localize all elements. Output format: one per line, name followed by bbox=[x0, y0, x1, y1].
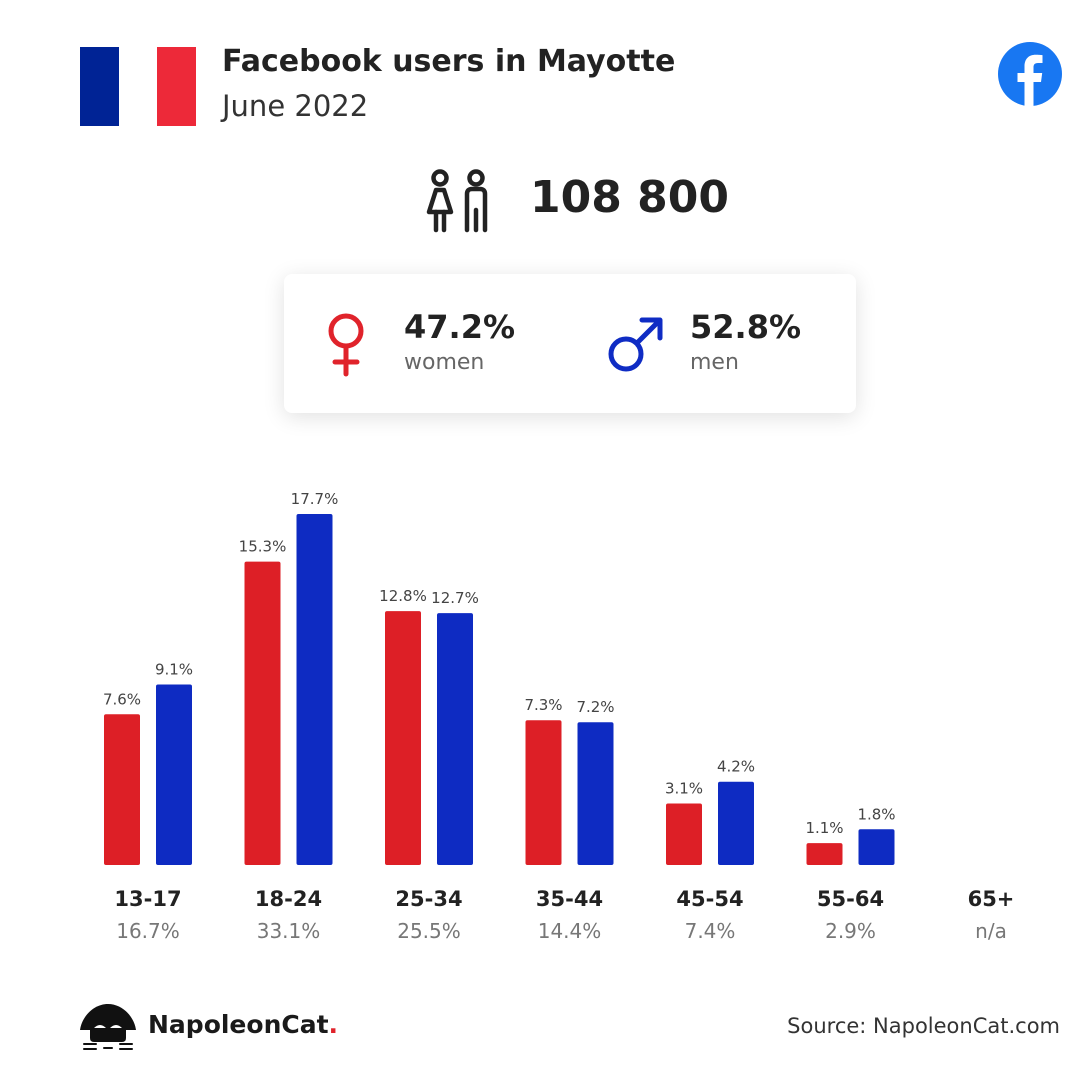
age-group-label-45-54: 45-54 bbox=[676, 887, 743, 911]
value-label-women-18-24: 15.3% bbox=[239, 538, 287, 556]
men-label: men bbox=[690, 350, 739, 375]
flag-stripe-red bbox=[157, 47, 197, 126]
age-group-label-65+: 65+ bbox=[968, 887, 1015, 911]
bar-women-25-34 bbox=[385, 611, 421, 865]
age-group-label-55-64: 55-64 bbox=[817, 887, 884, 911]
age-group-total-18-24: 33.1% bbox=[257, 919, 321, 943]
age-group-total-25-34: 25.5% bbox=[397, 919, 461, 943]
age-group-total-35-44: 14.4% bbox=[538, 919, 602, 943]
women-label: women bbox=[404, 350, 485, 375]
men-percentage: 52.8% bbox=[690, 308, 802, 346]
age-group-label-35-44: 35-44 bbox=[536, 887, 603, 911]
value-label-men-25-34: 12.7% bbox=[431, 589, 479, 607]
bar-women-13-17 bbox=[104, 714, 140, 865]
age-group-total-13-17: 16.7% bbox=[116, 919, 180, 943]
bar-men-45-54 bbox=[718, 781, 754, 865]
women-percentage: 47.2% bbox=[404, 308, 516, 346]
bar-men-13-17 bbox=[156, 684, 192, 865]
value-label-men-35-44: 7.2% bbox=[576, 698, 614, 716]
age-group-label-25-34: 25-34 bbox=[395, 887, 462, 911]
bar-women-45-54 bbox=[666, 803, 702, 865]
value-label-women-35-44: 7.3% bbox=[524, 696, 562, 714]
age-group-label-18-24: 18-24 bbox=[255, 887, 322, 911]
male-icon bbox=[608, 317, 663, 372]
page-subtitle: June 2022 bbox=[222, 89, 369, 123]
age-group-total-55-64: 2.9% bbox=[825, 919, 876, 943]
female-icon bbox=[328, 313, 364, 377]
bar-men-25-34 bbox=[437, 613, 473, 865]
france-flag bbox=[80, 47, 197, 126]
flag-stripe-blue bbox=[80, 47, 119, 126]
facebook-icon bbox=[998, 42, 1062, 106]
flag-stripe-white bbox=[118, 47, 158, 126]
gender-split-card: 47.2% women 52.8% men bbox=[284, 274, 856, 413]
value-label-women-13-17: 7.6% bbox=[103, 690, 141, 708]
age-group-total-65+: n/a bbox=[975, 919, 1007, 943]
age-gender-bar-chart: 7.6% 9.1% 13-17 16.7% 15.3% 17.7% 18-24 33.1% 12… bbox=[103, 490, 1015, 943]
value-label-women-25-34: 12.8% bbox=[379, 587, 427, 605]
value-label-men-18-24: 17.7% bbox=[291, 490, 339, 508]
value-label-men-55-64: 1.8% bbox=[857, 805, 895, 823]
people-icon bbox=[426, 169, 488, 233]
bar-women-35-44 bbox=[525, 720, 562, 865]
page-title: Facebook users in Mayotte bbox=[222, 44, 676, 79]
value-label-men-13-17: 9.1% bbox=[155, 661, 193, 679]
source-credit: Source: NapoleonCat.com bbox=[787, 1014, 1060, 1038]
bar-men-35-44 bbox=[577, 722, 614, 865]
age-group-label-13-17: 13-17 bbox=[114, 887, 181, 911]
value-label-women-45-54: 3.1% bbox=[665, 780, 703, 798]
bar-women-55-64 bbox=[806, 843, 843, 865]
bar-women-18-24 bbox=[244, 561, 281, 865]
napoleoncat-logo bbox=[80, 1004, 136, 1050]
brand-name: NapoleonCat. bbox=[148, 1010, 339, 1039]
value-label-men-45-54: 4.2% bbox=[717, 758, 755, 776]
total-users-count: 108 800 bbox=[530, 172, 730, 223]
bar-men-55-64 bbox=[858, 829, 895, 865]
bar-men-18-24 bbox=[296, 514, 333, 865]
value-label-women-55-64: 1.1% bbox=[805, 819, 843, 837]
age-group-total-45-54: 7.4% bbox=[685, 919, 736, 943]
